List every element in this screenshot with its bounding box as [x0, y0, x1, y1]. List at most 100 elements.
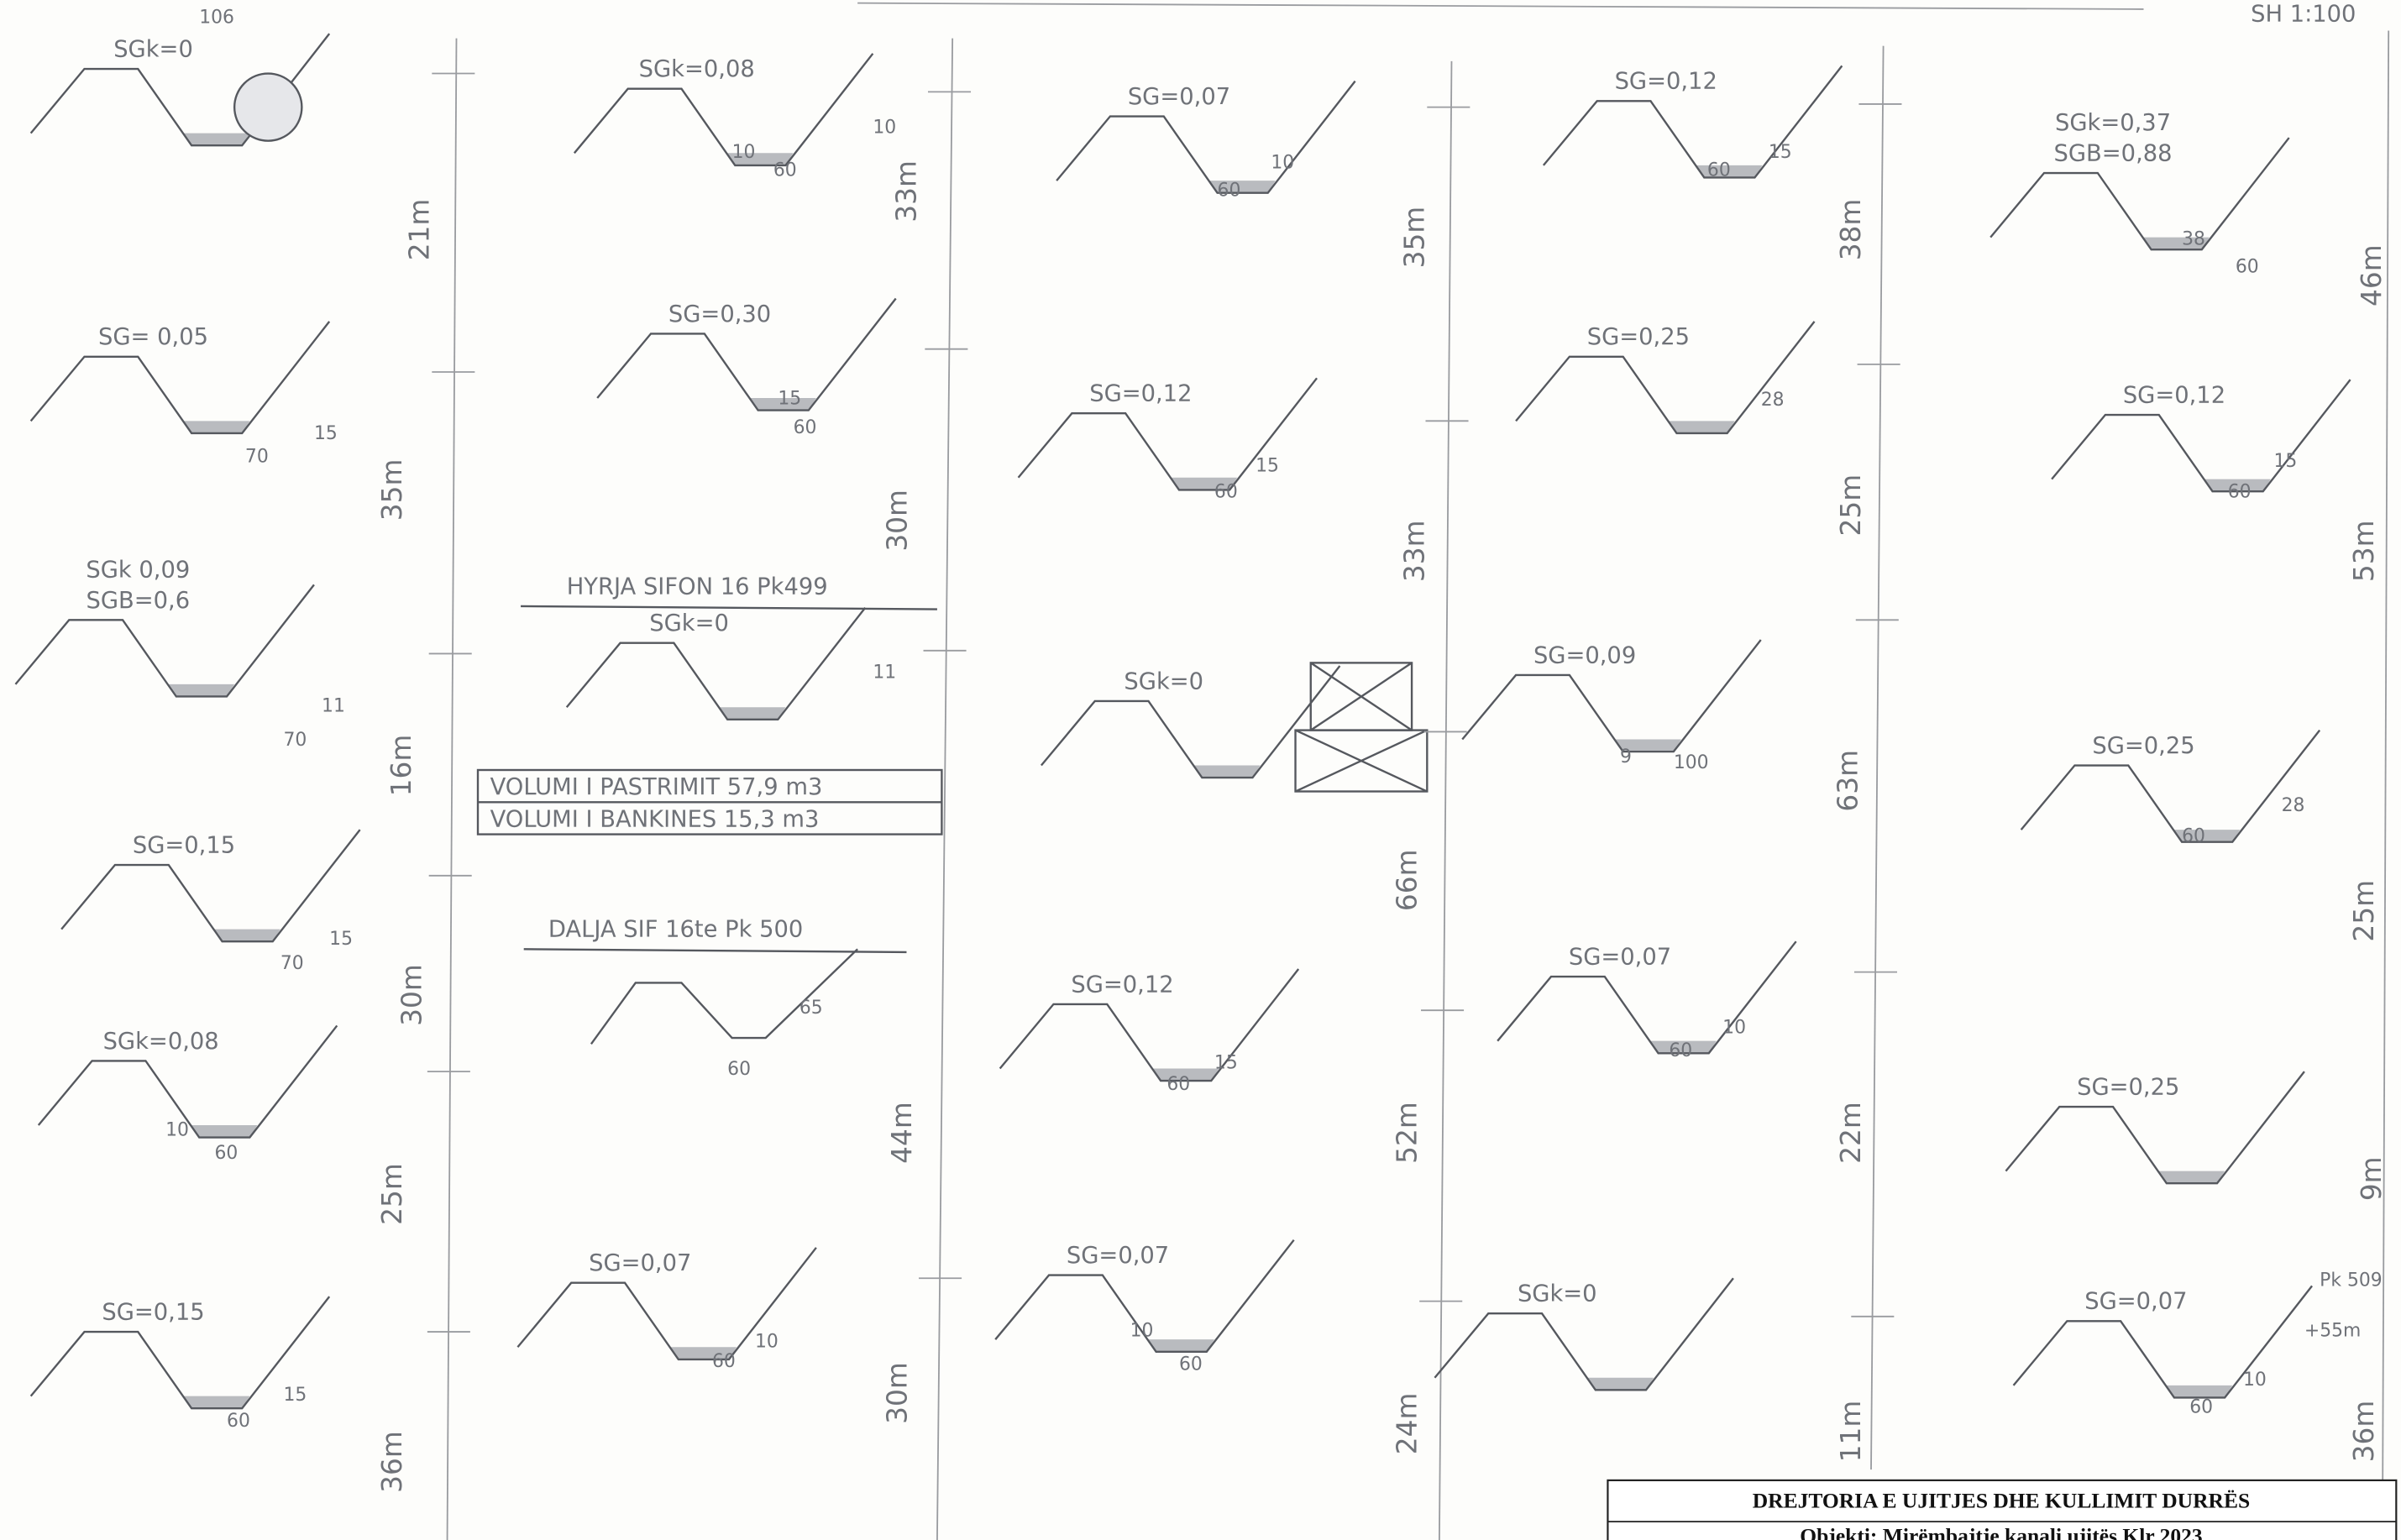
note: 10 [1130, 1321, 1154, 1342]
silt [183, 1396, 250, 1409]
silt [1194, 765, 1261, 778]
distance: 44m [886, 1102, 918, 1164]
profile [994, 1239, 1295, 1353]
profile [29, 1296, 331, 1410]
distance: 33m [1399, 520, 1431, 582]
profile [1989, 137, 2290, 251]
section-label: SG=0,12 [2123, 382, 2225, 408]
note: 15 [314, 423, 338, 444]
profile [999, 968, 1300, 1082]
silt [191, 1124, 258, 1138]
profile [29, 321, 331, 435]
title-block: DREJTORIA E UJITJES DHE KULLIMIT DURRËS … [1607, 1479, 2398, 1540]
underline [521, 605, 937, 610]
silt [214, 929, 280, 942]
section-label: SGk=0 [113, 36, 193, 62]
note: 60 [214, 1143, 238, 1164]
section-label: SG=0,07 [1569, 945, 1671, 971]
distance: 30m [881, 490, 913, 552]
column-line [936, 38, 954, 1540]
silt [727, 153, 794, 165]
note: 60 [2189, 1397, 2213, 1418]
silt [1152, 1068, 1219, 1082]
section-label: SG=0,30 [668, 301, 771, 327]
section-label: SG=0,07 [2084, 1289, 2187, 1315]
distance: 24m [1392, 1393, 1423, 1455]
column-line [446, 38, 458, 1540]
note: 15 [778, 388, 801, 409]
silt [183, 133, 250, 146]
silt [1148, 1339, 1214, 1352]
note: 70 [280, 953, 304, 974]
structure-line [1310, 662, 1413, 731]
profile [1542, 65, 1843, 179]
section-label: SG=0,07 [589, 1250, 691, 1276]
section-label: SG=0,07 [1067, 1243, 1169, 1269]
distance: 63m [1832, 750, 1864, 812]
silt [2173, 830, 2241, 842]
silt [168, 684, 235, 697]
sifon-entry: HYRJA SIFON 16 Pk499 [567, 574, 828, 600]
note: 28 [2282, 795, 2305, 816]
silt [2204, 479, 2271, 492]
distance: 25m [376, 1163, 408, 1225]
note: 70 [283, 730, 307, 751]
pipe [233, 72, 303, 142]
distance: 53m [2348, 520, 2380, 582]
volume: VOLUMI I PASTRIMIT 57,9 m3 [490, 774, 823, 800]
note: 60 [1218, 180, 1241, 201]
distance: 33m [890, 160, 922, 223]
section-label: SGB=0,6 [86, 588, 190, 614]
section-label: SG=0,12 [1615, 69, 1717, 95]
distance: 52m [1392, 1102, 1423, 1164]
section-label: SG=0,25 [2092, 733, 2194, 759]
note: 15 [329, 929, 353, 950]
note: 10 [165, 1120, 189, 1141]
distance: 66m [1392, 849, 1423, 911]
underline [523, 948, 907, 954]
profile [590, 948, 858, 1045]
note: 106 [199, 7, 234, 28]
note: 60 [1707, 160, 1731, 181]
note: 100 [1674, 752, 1709, 773]
silt [2158, 1171, 2225, 1184]
silt [1209, 181, 1276, 193]
note: 10 [732, 142, 756, 163]
profile [1040, 665, 1341, 779]
profile [1497, 940, 1797, 1055]
section-label: SGk=0,37 [2055, 110, 2171, 136]
note: 10 [873, 118, 896, 139]
distance: 35m [1399, 207, 1431, 269]
note: Pk 509 [2320, 1270, 2383, 1291]
silt [1587, 1377, 1654, 1391]
column-line [1870, 45, 1885, 1470]
profile [2012, 1285, 2313, 1399]
note: 60 [1179, 1354, 1203, 1375]
silt [720, 707, 786, 720]
profile [2020, 729, 2321, 843]
silt [2166, 1385, 2233, 1398]
distance: 25m [1835, 474, 1867, 537]
sifon: HYRJA SIFON 16 Pk499 VOLUMI I PASTRIMIT … [476, 574, 943, 1080]
title-box [1607, 1479, 2398, 1540]
scale: SH 1:100 [2251, 2, 2356, 28]
silt [1171, 477, 1238, 490]
section-label: SG= 0,05 [98, 324, 208, 350]
note: 15 [1214, 1052, 1238, 1073]
note: 60 [1214, 481, 1238, 502]
distance: 9m [2356, 1156, 2388, 1201]
profile [1434, 1277, 1734, 1391]
distance: 46m [2356, 244, 2388, 306]
section-label: SGk=0,08 [639, 56, 755, 82]
note: 10 [2243, 1370, 2267, 1391]
structure [1294, 662, 1429, 793]
section-label: SG=0,25 [1587, 324, 1690, 350]
profile [1461, 639, 1762, 753]
profile [2005, 1071, 2305, 1185]
note: 60 [2182, 826, 2205, 847]
note: 28 [1761, 390, 1785, 411]
footer-subtitle: Objekti: Mirëmbajtje kanali ujitës Klr 2… [1800, 1524, 2202, 1540]
volume: VOLUMI I BANKINES 15,3 m3 [490, 806, 820, 832]
distance: 35m [376, 459, 408, 521]
structure-line [1295, 729, 1428, 793]
